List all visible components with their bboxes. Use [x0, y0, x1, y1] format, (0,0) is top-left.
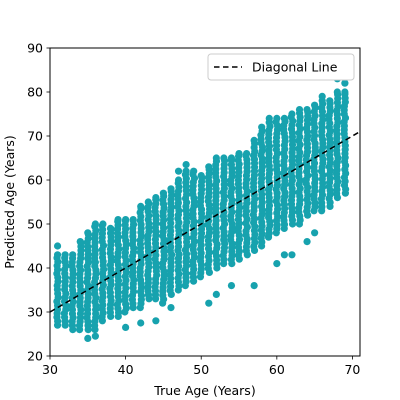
data-point: [106, 224, 115, 232]
y-tick-label: 60: [27, 173, 43, 188]
legend: Diagonal Line: [207, 53, 355, 81]
data-point: [91, 332, 99, 340]
data-point: [212, 154, 220, 162]
data-point: [152, 317, 160, 325]
x-axis-label: True Age (Years): [153, 383, 255, 398]
scatter-points: [53, 75, 350, 342]
data-point: [341, 88, 349, 96]
data-point: [273, 260, 281, 268]
data-point: [341, 79, 349, 87]
legend-label: Diagonal Line: [252, 60, 338, 75]
data-point: [318, 92, 326, 100]
data-point: [303, 238, 311, 246]
data-point: [250, 282, 258, 290]
data-point: [265, 114, 273, 122]
x-tick-label: 50: [193, 362, 209, 377]
data-point: [114, 216, 122, 224]
data-point: [280, 114, 288, 122]
y-tick-label: 40: [27, 261, 43, 276]
data-point: [258, 123, 266, 131]
diagonal-line: [49, 130, 361, 313]
legend-box: [207, 53, 355, 81]
data-point: [190, 167, 198, 175]
data-point: [212, 290, 220, 298]
data-point: [205, 163, 213, 171]
x-tick-label: 30: [42, 362, 58, 377]
data-point: [288, 110, 296, 118]
data-point: [220, 154, 228, 162]
data-point: [182, 167, 190, 175]
data-point: [122, 323, 130, 331]
y-axis-label: Predicted Age (Years): [2, 135, 17, 269]
data-point: [288, 251, 296, 259]
data-point: [53, 242, 62, 250]
data-point: [137, 202, 145, 210]
data-point: [137, 319, 145, 327]
data-point: [122, 216, 130, 224]
y-tick-label: 20: [27, 349, 43, 364]
data-point: [311, 101, 319, 109]
data-point: [159, 189, 168, 197]
x-tick-label: 70: [344, 362, 360, 377]
data-point: [167, 185, 175, 193]
data-point: [53, 251, 62, 259]
data-point: [144, 198, 152, 206]
y-tick-label: 50: [27, 217, 43, 232]
y-tick-label: 30: [27, 305, 43, 320]
data-point: [280, 251, 288, 259]
y-tick-label: 90: [27, 41, 43, 56]
x-tick-label: 60: [269, 362, 285, 377]
data-point: [333, 88, 341, 96]
data-point: [326, 97, 334, 105]
y-tick-label: 70: [27, 129, 43, 144]
plot-frame: [49, 47, 361, 357]
data-point: [152, 194, 160, 202]
data-point: [311, 229, 319, 237]
data-point: [182, 161, 190, 169]
data-point: [205, 299, 213, 307]
data-point: [235, 150, 243, 158]
data-point: [227, 154, 236, 162]
y-axis: 20 30 40 50 60 70 80 90: [27, 41, 50, 364]
data-point: [84, 334, 92, 342]
data-point: [250, 136, 258, 144]
data-point: [99, 220, 107, 228]
x-tick-label: 40: [118, 362, 134, 377]
data-point: [295, 106, 304, 114]
data-point: [174, 176, 183, 184]
data-point: [129, 216, 137, 224]
data-point: [69, 251, 77, 259]
data-point: [197, 172, 205, 180]
data-point: [61, 251, 69, 259]
x-axis: 30 40 50 60 70: [42, 356, 360, 377]
data-point: [227, 282, 236, 290]
data-point: [167, 304, 175, 312]
data-point: [273, 114, 281, 122]
data-point: [76, 238, 84, 246]
data-point: [84, 229, 92, 237]
y-tick-label: 80: [27, 85, 43, 100]
data-point: [242, 150, 251, 158]
data-point: [174, 167, 183, 175]
data-point: [303, 106, 311, 114]
data-point: [91, 220, 99, 228]
